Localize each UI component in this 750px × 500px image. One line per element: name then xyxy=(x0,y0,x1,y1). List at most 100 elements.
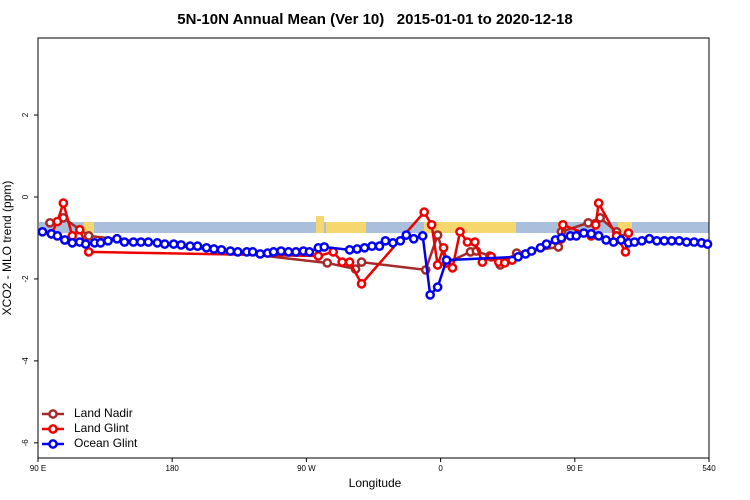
x-tick-label: 0 xyxy=(438,464,443,473)
data-point xyxy=(432,230,443,240)
y-tick-label: -4 xyxy=(21,357,30,365)
data-point xyxy=(689,237,699,247)
land-patch xyxy=(326,222,366,233)
x-tick-label: 90 W xyxy=(297,464,316,473)
land-patch xyxy=(316,216,324,233)
data-point xyxy=(583,217,594,228)
data-point xyxy=(408,233,419,244)
data-point xyxy=(276,246,286,256)
data-point xyxy=(268,247,279,257)
data-point xyxy=(462,237,473,247)
data-point xyxy=(374,241,385,252)
data-point xyxy=(526,246,537,256)
data-point xyxy=(352,244,362,254)
y-tick-label: -6 xyxy=(21,439,30,447)
data-point xyxy=(247,247,258,257)
data-point xyxy=(438,242,449,253)
data-point xyxy=(356,257,367,267)
data-point xyxy=(425,290,436,300)
data-point xyxy=(616,235,626,245)
data-point xyxy=(513,251,523,262)
data-point xyxy=(74,224,85,235)
data-point xyxy=(593,231,604,241)
data-point xyxy=(578,228,589,238)
data-point xyxy=(185,241,195,252)
data-point xyxy=(441,255,452,265)
data-point xyxy=(52,216,63,227)
data-point xyxy=(95,238,106,248)
legend-marker xyxy=(48,424,58,434)
data-point xyxy=(128,237,139,247)
data-point xyxy=(586,229,597,239)
x-tick-label: 540 xyxy=(702,464,716,473)
x-tick-label: 90 E xyxy=(567,464,583,473)
data-point xyxy=(499,258,510,268)
data-point xyxy=(541,239,552,249)
x-tick-label: 180 xyxy=(166,464,180,473)
data-point xyxy=(119,237,130,247)
data-point xyxy=(45,217,55,228)
data-point xyxy=(192,241,203,252)
y-tick-label: 2 xyxy=(21,112,30,117)
legend-marker xyxy=(48,439,58,449)
y-tick-label: 0 xyxy=(21,194,30,199)
legend-label: Land Glint xyxy=(74,421,129,435)
legend-label: Ocean Glint xyxy=(74,436,138,450)
x-tick-label: 90 E xyxy=(30,464,46,473)
ocean-strip xyxy=(39,222,709,233)
data-point xyxy=(623,228,634,238)
data-point xyxy=(59,235,70,245)
data-point xyxy=(304,247,315,257)
data-point xyxy=(337,257,348,267)
data-point xyxy=(702,239,713,249)
data-point xyxy=(344,244,355,255)
chart-title: 5N-10N Annual Mean (Ver 10) 2015-01-01 t… xyxy=(177,11,572,28)
data-point xyxy=(152,238,163,248)
data-point xyxy=(432,260,443,270)
data-point xyxy=(593,198,604,208)
data-point xyxy=(629,237,640,247)
land-patch xyxy=(424,222,516,233)
data-point xyxy=(255,249,266,259)
data-point xyxy=(558,219,568,230)
data-point xyxy=(319,242,330,252)
data-point xyxy=(37,226,48,237)
data-point xyxy=(681,237,692,247)
data-point xyxy=(58,198,69,208)
data-point xyxy=(322,258,333,268)
data-point xyxy=(644,233,655,244)
data-point xyxy=(103,235,113,246)
data-point xyxy=(659,235,670,246)
data-point xyxy=(159,239,170,249)
data-point xyxy=(455,226,465,237)
data-point xyxy=(67,238,78,248)
data-point xyxy=(388,238,398,248)
data-point xyxy=(83,247,94,257)
data-point xyxy=(651,235,662,246)
data-point xyxy=(470,237,480,247)
data-point xyxy=(401,230,412,240)
data-point xyxy=(637,235,647,246)
land-patch xyxy=(618,222,632,233)
data-point xyxy=(590,219,601,230)
data-point xyxy=(417,231,428,241)
data-point xyxy=(216,244,227,255)
data-point xyxy=(83,231,94,241)
data-point xyxy=(608,237,619,247)
data-point xyxy=(395,235,406,246)
x-axis-title: Longitude xyxy=(349,476,402,490)
data-point xyxy=(225,246,236,256)
data-point xyxy=(601,235,611,245)
data-point xyxy=(356,279,367,289)
data-point xyxy=(176,240,186,250)
data-point xyxy=(419,207,430,217)
data-point xyxy=(666,235,677,246)
data-point xyxy=(432,282,443,292)
data-point xyxy=(209,244,219,254)
data-point xyxy=(447,263,458,273)
data-point xyxy=(571,231,582,241)
data-point xyxy=(112,233,122,244)
y-tick-label: -2 xyxy=(21,275,30,283)
land-patch xyxy=(84,222,94,233)
